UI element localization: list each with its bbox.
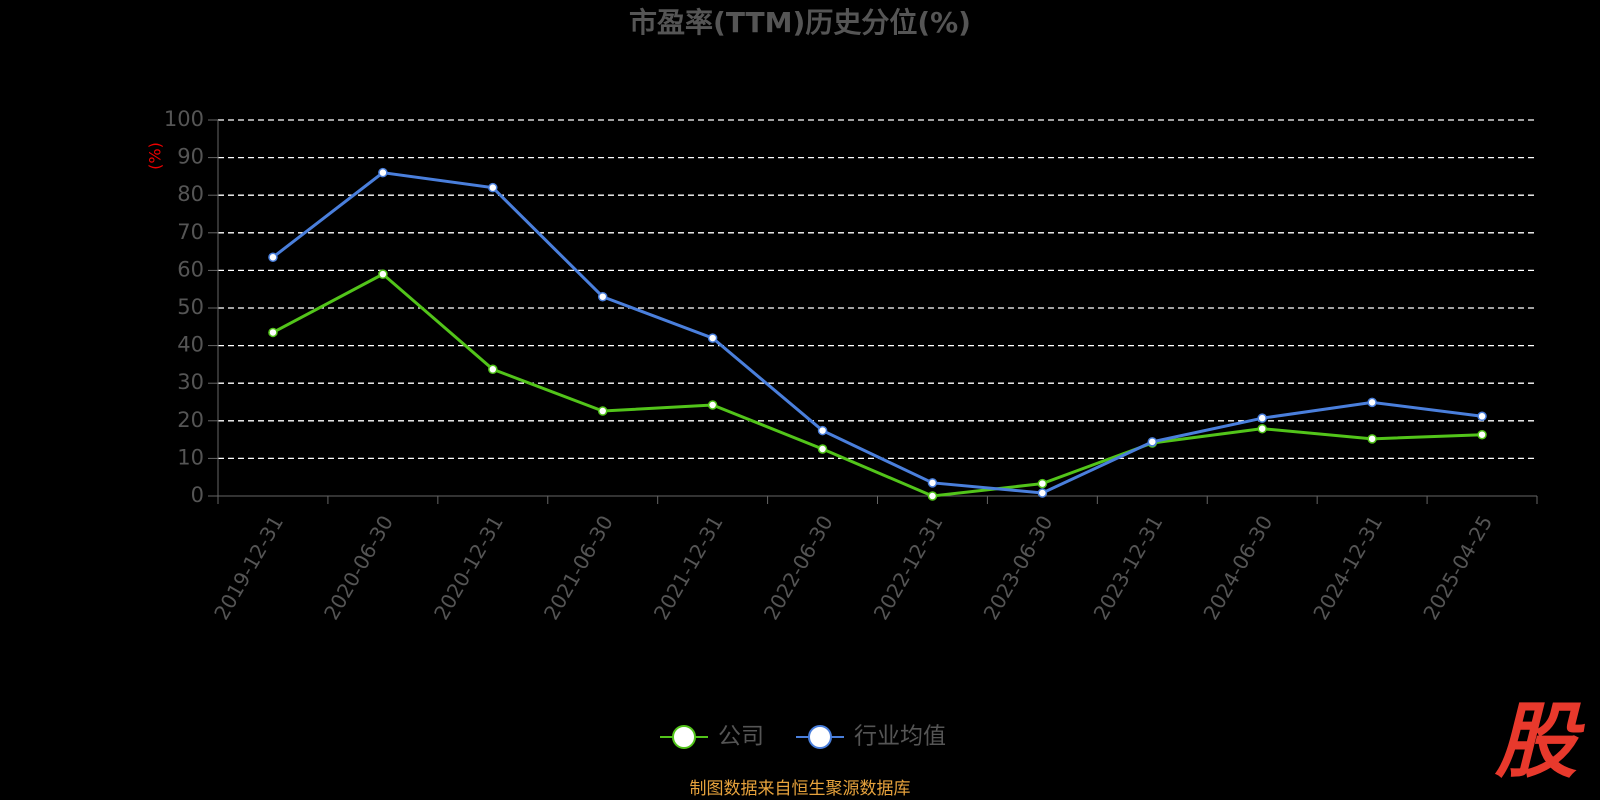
- legend-label: 公司: [718, 724, 764, 750]
- logo: 股: [1494, 694, 1585, 789]
- x-tick-label: 2022-12-31: [869, 511, 948, 624]
- x-tick-label: 2024-12-31: [1308, 511, 1387, 624]
- data-point: [1367, 434, 1377, 444]
- series-line: [272, 272, 1483, 498]
- data-point: [1257, 423, 1267, 434]
- data-point: [707, 333, 718, 343]
- data-point: [817, 425, 828, 436]
- y-tick-label: 40: [177, 333, 204, 357]
- x-tick-label: 2020-12-31: [429, 511, 508, 624]
- chart-title: 市盈率(TTM)历史分位(%): [629, 6, 971, 39]
- legend-marker: [672, 725, 696, 749]
- data-point: [268, 252, 278, 262]
- y-tick-label: 30: [177, 370, 204, 394]
- legend-marker: [808, 725, 832, 749]
- data-point: [378, 269, 388, 279]
- data-point: [707, 400, 718, 410]
- data-point: [927, 491, 938, 501]
- x-tick-label: 2020-06-30: [319, 511, 398, 624]
- legend-label: 行业均值: [854, 724, 946, 750]
- data-point: [1037, 478, 1048, 489]
- series-line: [272, 171, 1483, 495]
- y-tick-label: 90: [177, 145, 204, 169]
- x-tick-label: 2022-06-30: [759, 511, 838, 624]
- x-tick-label: 2024-06-30: [1198, 511, 1277, 624]
- data-point: [488, 182, 498, 193]
- data-point: [378, 167, 388, 178]
- source-note: 制图数据来自恒生聚源数据库: [690, 779, 911, 799]
- data-point: [597, 291, 608, 302]
- x-tick-label: 2025-04-25: [1418, 511, 1497, 624]
- data-point: [1147, 437, 1158, 447]
- data-point: [1367, 397, 1377, 408]
- x-tick-label: 2023-06-30: [979, 511, 1058, 624]
- y-tick-label: 20: [177, 408, 204, 432]
- data-point: [927, 478, 938, 488]
- y-tick-label: 70: [177, 220, 204, 244]
- x-tick-label: 2021-12-31: [649, 511, 728, 624]
- y-tick-label: 0: [191, 483, 204, 507]
- x-tick-label: 2021-06-30: [539, 511, 618, 624]
- y-tick-label: 100: [164, 107, 204, 131]
- data-point: [1477, 429, 1487, 440]
- data-point: [268, 327, 278, 338]
- y-axis-label: (%): [146, 142, 165, 170]
- x-tick-label: 2019-12-31: [209, 511, 288, 624]
- data-point: [1257, 413, 1267, 423]
- y-tick-label: 50: [177, 295, 204, 319]
- x-tick-label: 2023-12-31: [1088, 511, 1167, 624]
- data-point: [1037, 488, 1048, 498]
- data-point: [488, 364, 498, 375]
- data-point: [817, 444, 828, 454]
- data-point: [1477, 411, 1487, 422]
- data-point: [597, 406, 608, 416]
- y-tick-label: 80: [177, 182, 204, 206]
- y-tick-label: 10: [177, 445, 204, 469]
- y-tick-label: 60: [177, 257, 204, 281]
